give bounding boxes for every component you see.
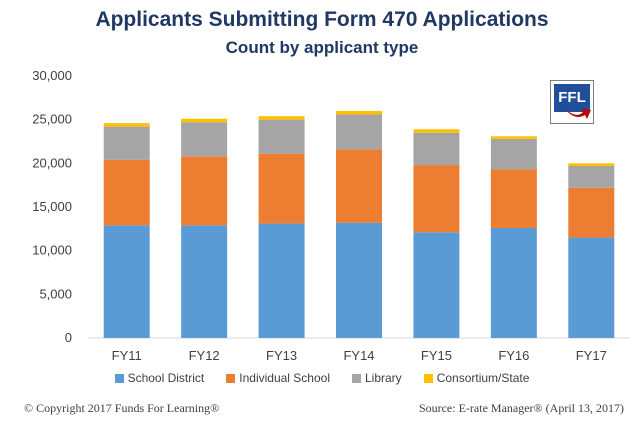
y-tick-label: 5,000 (39, 286, 72, 301)
source-note: Source: E-rate Manager® (April 13, 2017) (418, 401, 624, 415)
bar-segment (181, 156, 228, 226)
chart-title: Applicants Submitting Form 470 Applicati… (95, 8, 549, 31)
chart-legend: School District Individual School Library C… (0, 371, 644, 385)
y-tick-label: 0 (65, 330, 72, 345)
bar-segment (413, 129, 460, 133)
bar-segment (490, 136, 537, 139)
red-arrow-icon (565, 109, 591, 119)
bar-segment (336, 110, 382, 115)
bar-segment (413, 132, 460, 166)
chart-subtitle: Count by applicant type (225, 38, 419, 57)
bar-segment (103, 126, 150, 160)
bar-segment (336, 114, 382, 150)
bar-segment (258, 116, 305, 120)
bar-segment (568, 165, 615, 188)
bar-segment (568, 237, 615, 338)
y-tick-label: 25,000 (32, 112, 72, 127)
y-tick-label: 30,000 (32, 68, 72, 83)
x-tick-label: FY15 (421, 348, 452, 363)
legend-label: Library (365, 371, 402, 385)
bar-segment (490, 138, 537, 170)
bar-segment (103, 159, 150, 226)
legend-item: Library (352, 371, 402, 385)
x-tick-label: FY16 (498, 348, 529, 363)
x-tick-label: FY11 (112, 348, 142, 363)
bar-segment (103, 225, 150, 338)
bar-segment (103, 123, 150, 127)
ffl-logo-text: FFL (554, 84, 590, 112)
bar-segment (568, 163, 615, 166)
ffl-logo: FFL (550, 80, 594, 124)
legend-swatch (352, 373, 361, 383)
bar-segment (258, 119, 305, 154)
copyright-notice: © Copyright 2017 Funds For Learning® (24, 401, 220, 415)
bar-segment (336, 222, 382, 338)
bar-segment (258, 153, 305, 224)
x-tick-label: FY17 (576, 348, 607, 363)
legend-label: Consortium/State (436, 371, 530, 385)
y-tick-label: 20,000 (32, 155, 72, 170)
legend-swatch (114, 373, 124, 383)
bar-segment (181, 122, 228, 157)
bar-segment (413, 232, 460, 338)
bar-segment (413, 165, 460, 233)
x-tick-label: FY12 (189, 348, 220, 363)
bar-segment (181, 118, 228, 123)
legend-label: School District (127, 371, 205, 385)
bar-segment (490, 169, 537, 228)
x-tick-label: FY13 (266, 348, 297, 363)
legend-item: School District (114, 371, 205, 385)
y-tick-label: 10,000 (32, 243, 72, 258)
bar-segment (181, 225, 228, 338)
y-tick-label: 15,000 (32, 199, 72, 214)
x-tick-label: FY14 (343, 348, 374, 363)
legend-label: Individual School (239, 371, 330, 385)
bar-segment (568, 187, 615, 238)
bar-segment (336, 149, 382, 223)
legend-swatch (423, 373, 433, 383)
legend-swatch (226, 373, 236, 383)
bar-segment (490, 227, 537, 338)
bar-segment (258, 223, 305, 338)
legend-item: Individual School (226, 371, 330, 385)
legend-item: Consortium/State (423, 371, 530, 385)
